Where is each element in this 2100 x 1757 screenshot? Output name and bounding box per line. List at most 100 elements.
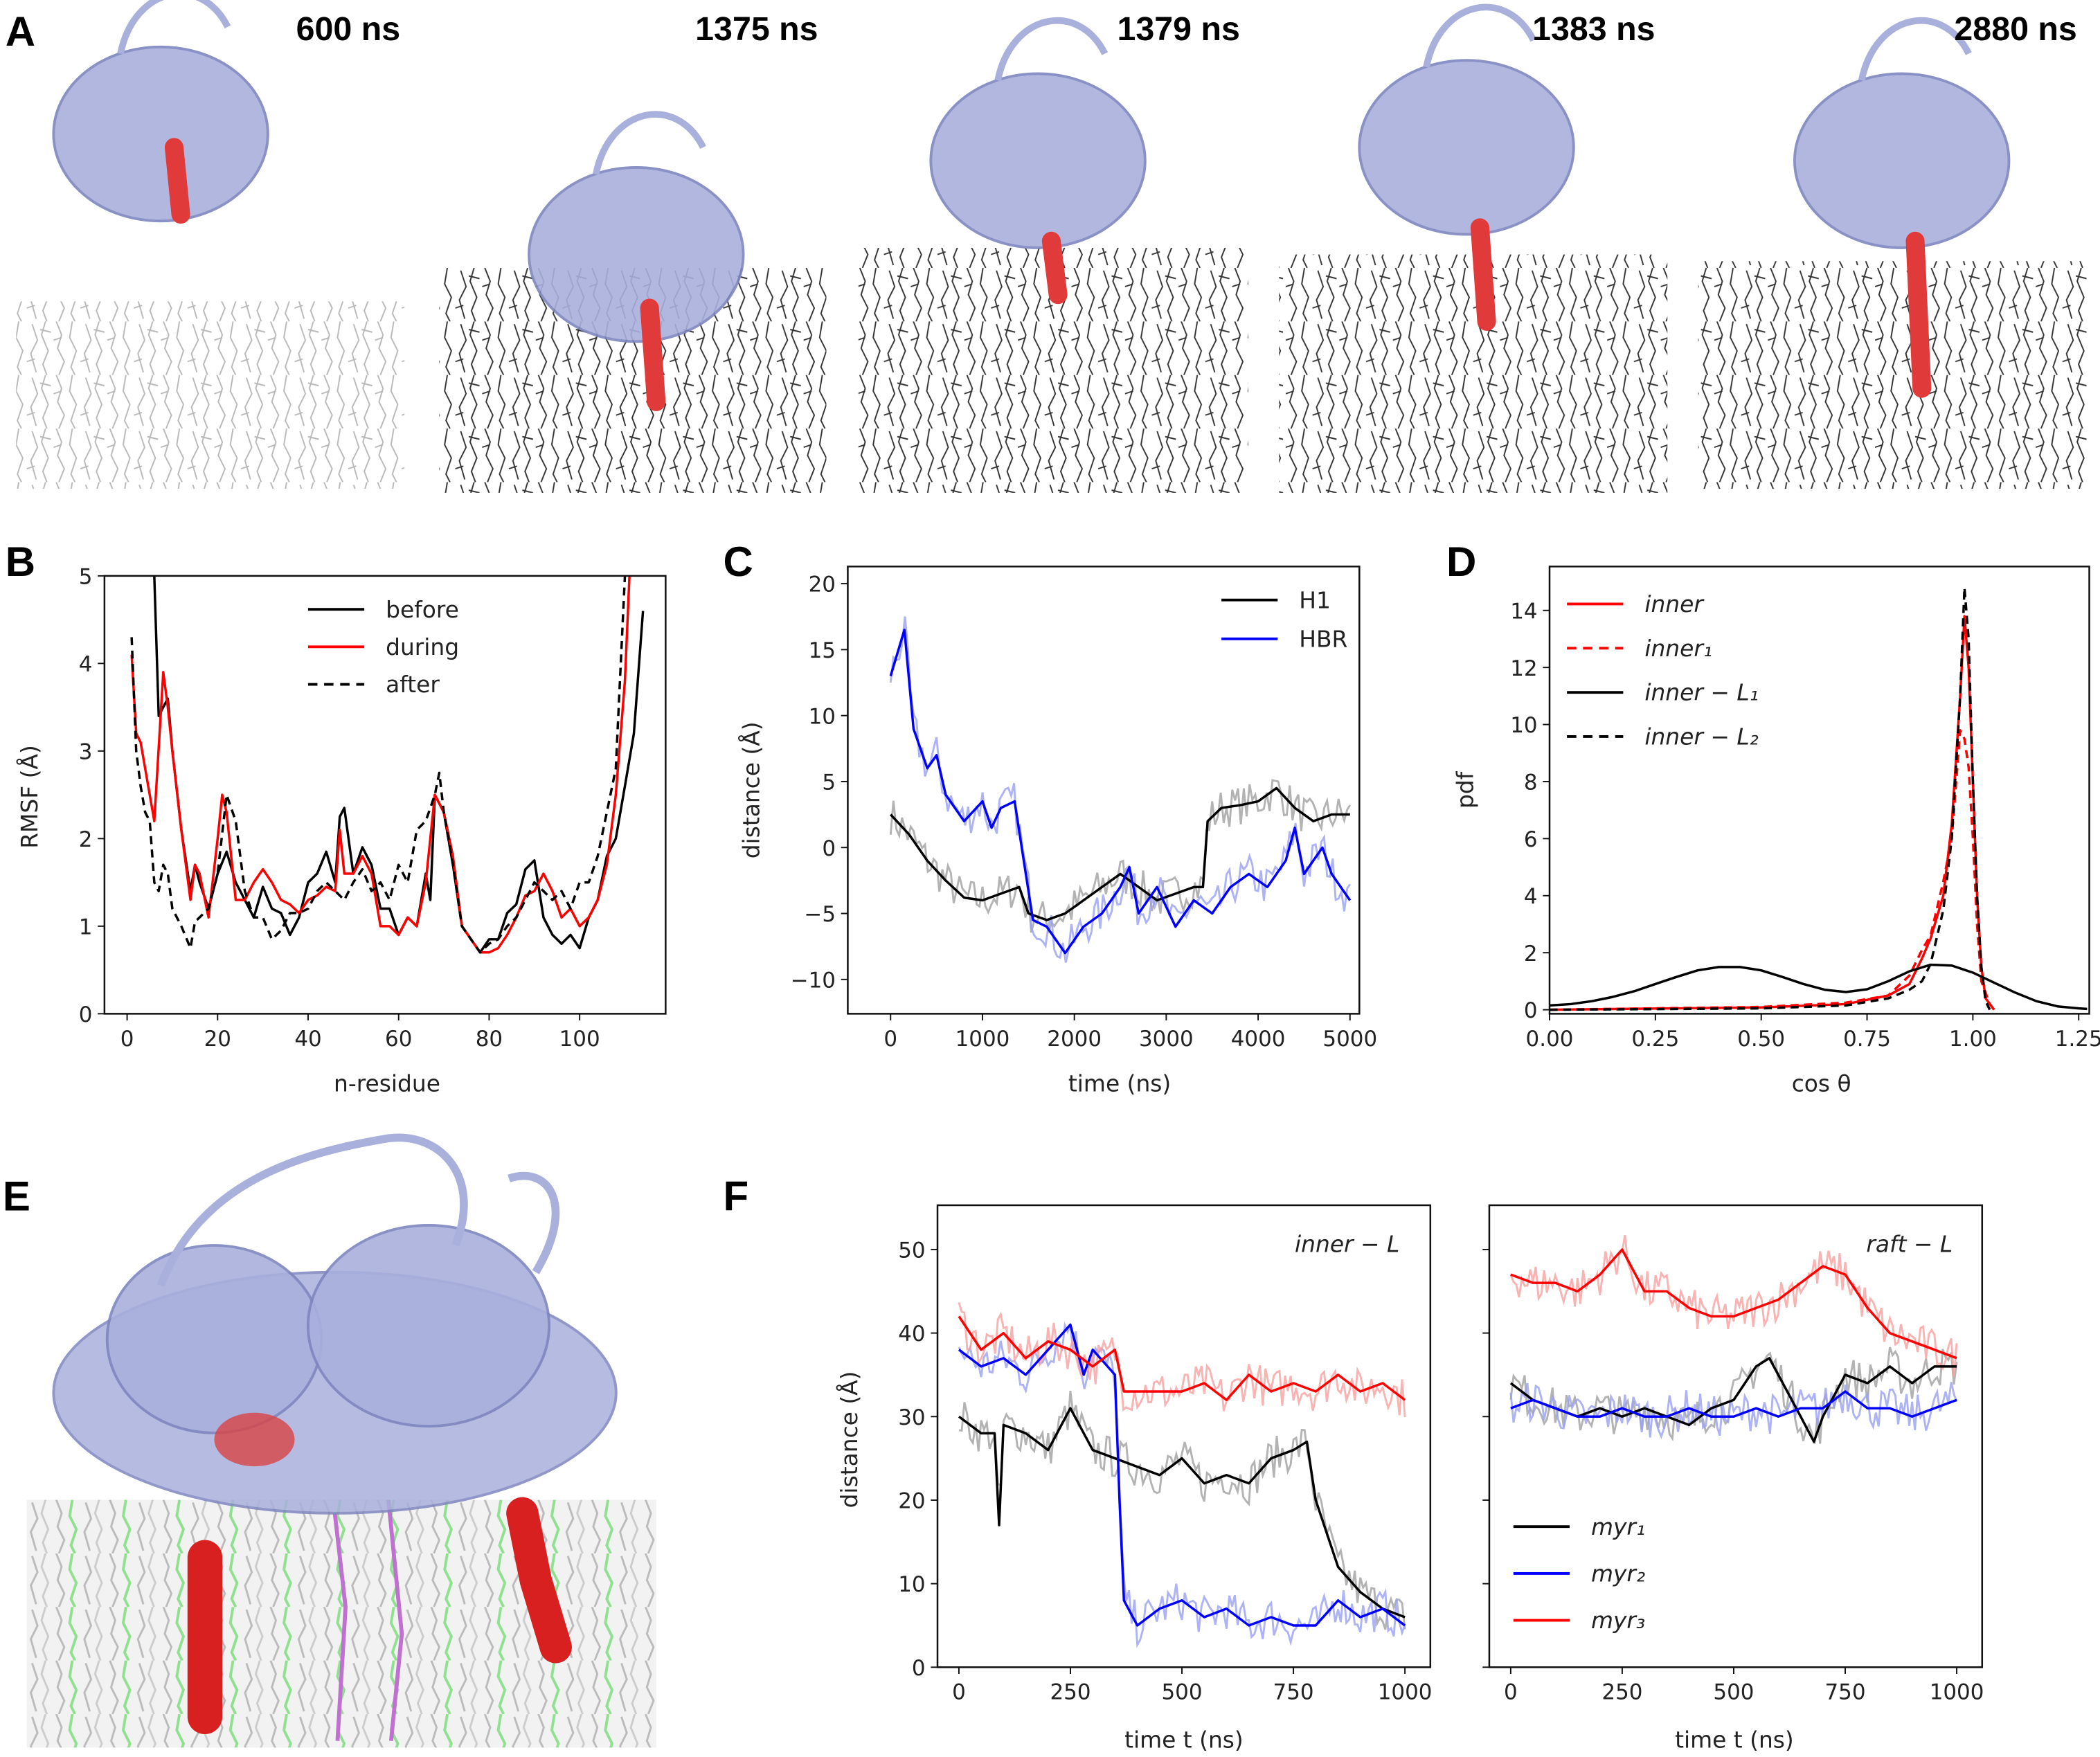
legend-label: before xyxy=(386,596,459,623)
series-line-1 xyxy=(958,1323,1406,1627)
y-tick-label: 3 xyxy=(79,739,93,764)
axes-frame xyxy=(1488,1204,1984,1668)
legend-label: during xyxy=(386,633,459,660)
series-line-0 xyxy=(958,1407,1406,1619)
x-axis-label: time t (ns) xyxy=(1675,1726,1794,1753)
snapshot-time-label: 600 ns xyxy=(296,10,401,48)
legend-label: inner xyxy=(1644,591,1705,618)
snapshot-row: 600 ns 1375 ns 1379 ns 1383 ns 2880 ns xyxy=(16,0,2087,493)
snapshot-time-label: 1375 ns xyxy=(695,10,818,48)
x-tick-label: 80 xyxy=(476,1027,503,1052)
snapshot: 2880 ns xyxy=(1698,10,2087,489)
panel-annotation: raft − L xyxy=(1866,1231,1953,1258)
series-line-3 xyxy=(1549,586,1991,1011)
series-line-0 xyxy=(1549,615,1995,1011)
y-tick-label: 5 xyxy=(822,771,836,795)
panel-e-render xyxy=(26,1133,656,1748)
protein-ribbon xyxy=(52,45,269,223)
panel-label-b: B xyxy=(6,539,35,585)
y-tick-label: 14 xyxy=(1510,599,1537,624)
protein-ribbon xyxy=(528,165,745,343)
y-tick-label: 15 xyxy=(809,638,836,663)
x-tick-label: 20 xyxy=(204,1027,231,1052)
plot-area xyxy=(889,616,1352,963)
x-tick-label: 750 xyxy=(1824,1680,1865,1705)
myristoyl-chain xyxy=(164,138,190,224)
raw-trace-1 xyxy=(889,616,1351,963)
y-tick-label: 50 xyxy=(898,1238,925,1263)
x-axis-label: time (ns) xyxy=(1068,1070,1171,1097)
x-tick-label: 500 xyxy=(1713,1680,1754,1705)
legend-label: inner − L₂ xyxy=(1644,723,1759,750)
membrane xyxy=(16,301,405,489)
y-tick-label: 20 xyxy=(898,1489,925,1514)
y-tick-label: −5 xyxy=(804,902,836,927)
series-line-1 xyxy=(130,575,631,954)
x-tick-label: 1.00 xyxy=(1949,1027,1997,1052)
raw-trace-0 xyxy=(889,779,1352,933)
x-tick-label: 100 xyxy=(559,1027,600,1052)
chart-panel-c: 0 1000 2000 3000 4000 5000 −10 −5 0 5 10 15 20 time (… xyxy=(737,566,1377,1097)
x-tick-label: 0 xyxy=(1504,1680,1518,1705)
plot-area xyxy=(1549,586,2088,1011)
panel-label-d: D xyxy=(1446,539,1476,585)
y-tick-label: 0 xyxy=(1524,998,1538,1023)
x-tick-label: 0.25 xyxy=(1631,1027,1679,1052)
membrane xyxy=(1698,261,2087,489)
legend-label: inner₁ xyxy=(1644,635,1712,662)
axes-frame xyxy=(103,575,667,1015)
x-tick-label: 1.25 xyxy=(2055,1027,2100,1052)
legend-label: H1 xyxy=(1299,586,1331,613)
myristoyl-chain xyxy=(1041,231,1068,305)
series-line-0 xyxy=(153,575,645,954)
x-tick-label: 0.50 xyxy=(1737,1027,1785,1052)
y-tick-label: 2 xyxy=(79,827,93,852)
snapshot: 1379 ns xyxy=(858,10,1248,493)
x-tick-label: 500 xyxy=(1162,1680,1203,1705)
panel-label-a: A xyxy=(6,8,35,55)
plot-area xyxy=(1509,1234,1958,1444)
panel-annotation: inner − L xyxy=(1295,1231,1399,1258)
y-tick-label: 40 xyxy=(898,1322,925,1346)
legend-label: HBR xyxy=(1299,625,1347,652)
y-tick-label: 1 xyxy=(79,914,93,939)
x-tick-label: 1000 xyxy=(955,1027,1010,1052)
x-tick-label: 250 xyxy=(1601,1680,1642,1705)
y-axis-label: RMSF (Å) xyxy=(15,745,43,849)
raw-trace-2 xyxy=(1509,1234,1958,1378)
myristoyl-chain xyxy=(187,1540,223,1735)
snapshot: 1375 ns xyxy=(439,10,827,493)
x-tick-label: 0.00 xyxy=(1526,1027,1574,1052)
series-line-0 xyxy=(1509,1357,1957,1443)
x-tick-label: 0.75 xyxy=(1843,1027,1891,1052)
myristoyl-chain xyxy=(640,298,666,411)
x-tick-label: 5000 xyxy=(1322,1027,1377,1052)
protein-ribbon xyxy=(52,1133,618,1515)
legend-label: inner − L₁ xyxy=(1644,679,1759,706)
panel-label-e: E xyxy=(3,1173,30,1220)
x-tick-label: 2000 xyxy=(1047,1027,1102,1052)
x-tick-label: 1000 xyxy=(1930,1680,1984,1705)
y-tick-label: 10 xyxy=(809,704,836,729)
panel-label-f: F xyxy=(724,1173,749,1220)
series-line-2 xyxy=(1549,963,2088,1011)
protein-loop xyxy=(1423,3,1537,68)
legend-label: myr₂ xyxy=(1591,1560,1645,1587)
snapshot-time-label: 1379 ns xyxy=(1117,10,1239,48)
plot-area xyxy=(958,1301,1406,1648)
axes-frame xyxy=(936,1204,1432,1668)
y-axis-label: distance (Å) xyxy=(835,1371,863,1508)
protein-ribbon xyxy=(1358,59,1575,236)
x-axis-label: time t (ns) xyxy=(1124,1726,1244,1753)
legend: myr₁ myr₂ myr₃ xyxy=(1513,1513,1645,1634)
chart-panel-b: 0 20 40 60 80 100 0 1 2 3 4 5 n-residue RMSF (Å) befor… xyxy=(15,564,667,1097)
y-axis-label: distance (Å) xyxy=(737,721,765,858)
y-tick-label: 2 xyxy=(1524,941,1538,966)
legend-label: myr₃ xyxy=(1591,1607,1645,1634)
x-tick-label: 0 xyxy=(120,1027,134,1052)
series-line-2 xyxy=(1510,1248,1957,1360)
myristoyl-chain xyxy=(1905,231,1932,398)
y-tick-label: 0 xyxy=(79,1002,93,1027)
series-line-1 xyxy=(889,629,1352,955)
